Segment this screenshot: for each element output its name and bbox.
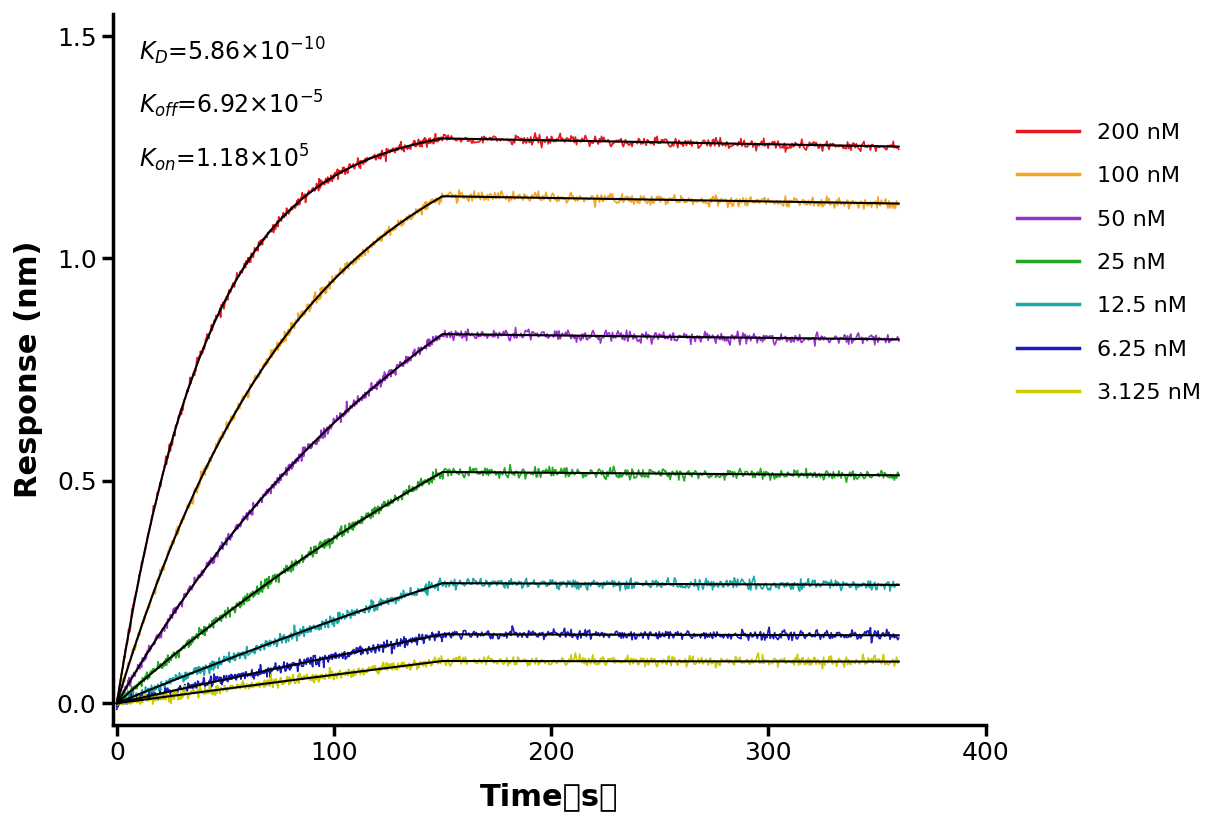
Text: $K_D$=5.86×10$^{-10}$
$K_{off}$=6.92×10$^{-5}$
$K_{on}$=1.18×10$^{5}$: $K_D$=5.86×10$^{-10}$ $K_{off}$=6.92×10$… xyxy=(139,35,325,174)
X-axis label: Time（s）: Time（s） xyxy=(479,782,618,811)
Legend: 200 nM, 100 nM, 50 nM, 25 nM, 12.5 nM, 6.25 nM, 3.125 nM: 200 nM, 100 nM, 50 nM, 25 nM, 12.5 nM, 6… xyxy=(1005,112,1211,414)
Y-axis label: Response (nm): Response (nm) xyxy=(14,241,43,498)
